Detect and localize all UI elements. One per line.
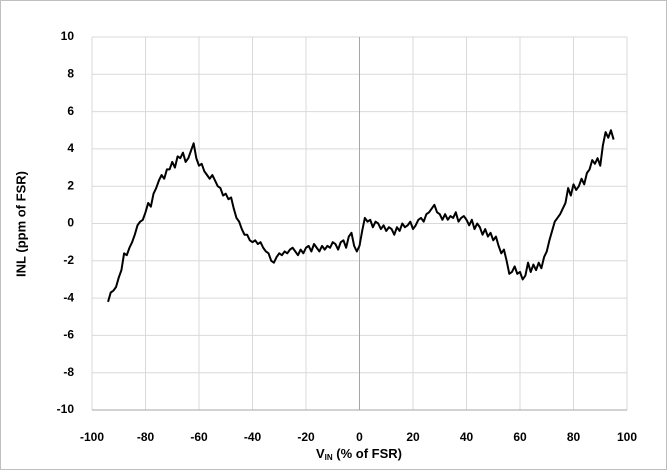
y-tick-label: -8 xyxy=(63,365,74,379)
x-label-part: (% of FSR) xyxy=(333,446,402,461)
x-tick-label: 100 xyxy=(617,430,637,444)
x-tick-label: -40 xyxy=(244,430,262,444)
x-tick-label: -20 xyxy=(297,430,315,444)
y-tick-label: 2 xyxy=(67,178,74,192)
x-label-part: V xyxy=(316,446,325,461)
y-tick-label: 6 xyxy=(67,104,74,118)
y-tick-label: -2 xyxy=(63,253,74,267)
x-label-sub: IN xyxy=(325,453,333,462)
data-line xyxy=(107,129,615,303)
y-tick-label: 8 xyxy=(67,66,74,80)
x-tick-label: 40 xyxy=(460,430,474,444)
x-tick-label: -100 xyxy=(80,430,104,444)
y-tick-label: 0 xyxy=(67,216,74,230)
x-axis-label: VIN (% of FSR) xyxy=(316,446,402,462)
y-tick-label: 10 xyxy=(61,29,75,43)
x-tick-label: 0 xyxy=(356,430,363,444)
y-tick-label: -10 xyxy=(57,402,75,416)
x-tick-label: -80 xyxy=(137,430,155,444)
x-tick-label: 80 xyxy=(567,430,581,444)
x-tick-label: -60 xyxy=(190,430,208,444)
y-tick-label: -4 xyxy=(63,290,74,304)
y-axis-label: INL (ppm of FSR) xyxy=(13,171,28,277)
x-tick-label: 20 xyxy=(406,430,420,444)
y-tick-label: -6 xyxy=(63,328,74,342)
x-tick-label: 60 xyxy=(513,430,527,444)
y-tick-label: 4 xyxy=(67,141,74,155)
